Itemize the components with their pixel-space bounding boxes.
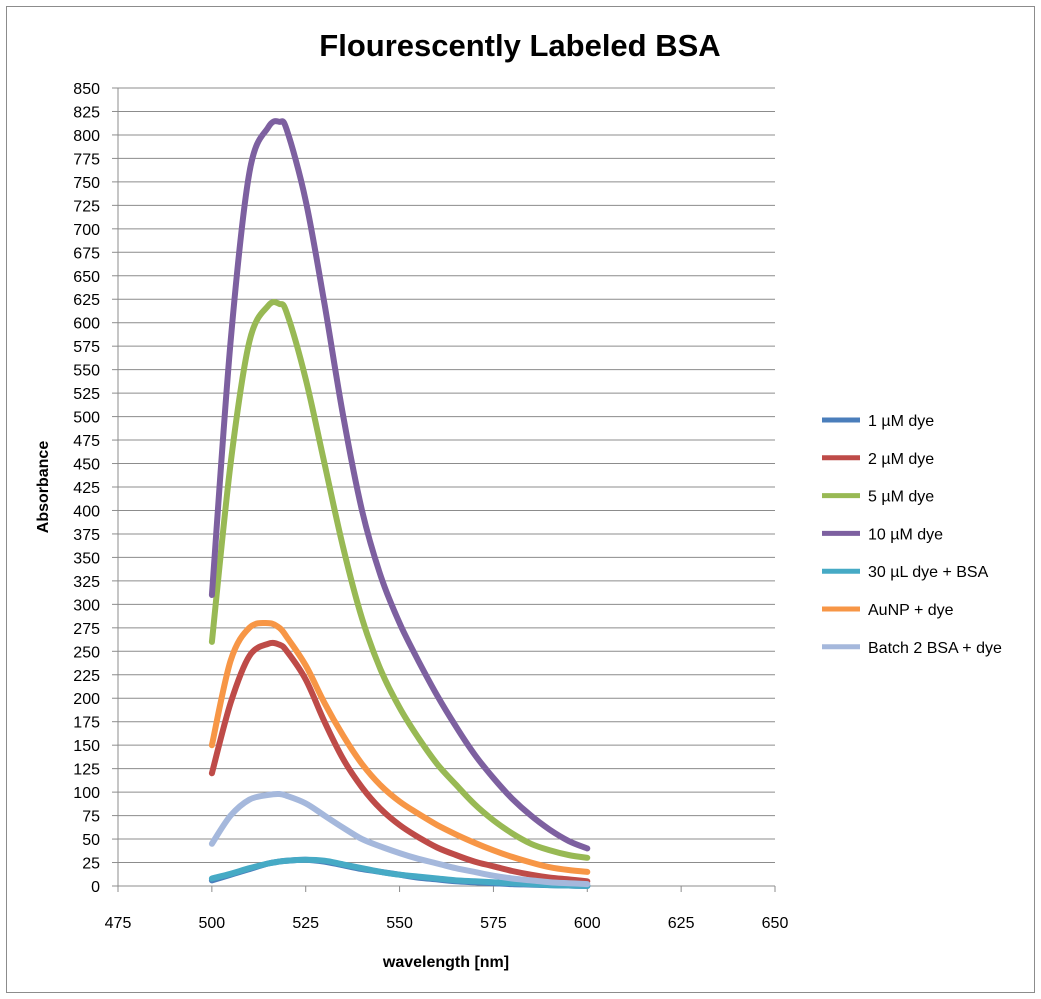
series-line-2 [208,639,591,885]
chart-title: Flourescently Labeled BSA [319,28,720,63]
y-tick-labels: 0 25 50 75 100 125 150 175 200 225 250 275 300 325 350… [73,81,118,896]
y-tick-label: 225 [73,668,100,685]
y-tick-label: 550 [73,363,100,380]
y-tick-label: 825 [73,104,100,121]
y-tick-label: 625 [73,292,100,309]
y-tick-label: 675 [73,245,100,262]
legend-label: Batch 2 BSA + dye [868,640,1002,657]
y-tick-label: 475 [73,433,100,450]
y-tick-label: 325 [73,574,100,591]
y-tick-label: 250 [73,644,100,661]
legend-label: 1 µM dye [868,413,934,430]
y-tick-label: 400 [73,503,100,520]
y-tick-label: 450 [73,457,100,474]
y-tick-label: 100 [73,785,100,802]
y-tick-label: 425 [73,480,100,497]
x-tick-label: 500 [199,915,226,932]
y-tick-label: 800 [73,128,100,145]
y-tick-label: 600 [73,316,100,333]
legend-label: AuNP + dye [868,602,954,619]
legend: 1 µM dye 2 µM dye 5 µM dye 10 µM dye 30 µL d… [822,413,1002,657]
y-tick-label: 300 [73,597,100,614]
y-axis-title: Absorbance [35,441,52,534]
x-axis-title: wavelength [nm] [382,954,509,971]
legend-label: 5 µM dye [868,489,934,506]
series-line-4 [208,118,591,852]
x-tick-label: 525 [292,915,319,932]
y-tick-label: 750 [73,175,100,192]
series-lines [208,118,591,889]
x-tick-label: 650 [762,915,789,932]
y-tick-label: 275 [73,621,100,638]
x-tick-label: 625 [668,915,695,932]
legend-label: 10 µM dye [868,526,943,543]
y-tick-label: 650 [73,269,100,286]
y-tick-label: 150 [73,738,100,755]
y-tick-label: 375 [73,527,100,544]
x-tick-label: 550 [386,915,413,932]
y-tick-label: 500 [73,410,100,427]
y-tick-label: 775 [73,151,100,168]
x-tick-labels: 475 500 525 550 575 600 625 650 [105,886,789,932]
y-tick-label: 525 [73,386,100,403]
series-line-5 [208,856,591,889]
y-tick-label: 350 [73,550,100,567]
series-line-7 [208,790,591,888]
y-tick-label: 700 [73,222,100,239]
y-tick-label: 725 [73,198,100,215]
x-tick-label: 475 [105,915,132,932]
y-tick-label: 25 [82,856,100,873]
y-tick-label: 50 [82,832,100,849]
x-tick-label: 575 [480,915,507,932]
y-tick-label: 75 [82,809,100,826]
legend-label: 2 µM dye [868,451,934,468]
chart-frame [6,6,1035,993]
legend-label: 30 µL dye + BSA [868,564,989,581]
y-tick-label: 575 [73,339,100,356]
series-line-6 [208,619,591,875]
y-tick-label: 125 [73,762,100,779]
y-tick-label: 850 [73,81,100,98]
x-tick-label: 600 [574,915,601,932]
y-tick-label: 175 [73,715,100,732]
y-tick-label: 200 [73,691,100,708]
y-tick-label: 0 [91,879,100,896]
series-line-3 [208,299,591,861]
